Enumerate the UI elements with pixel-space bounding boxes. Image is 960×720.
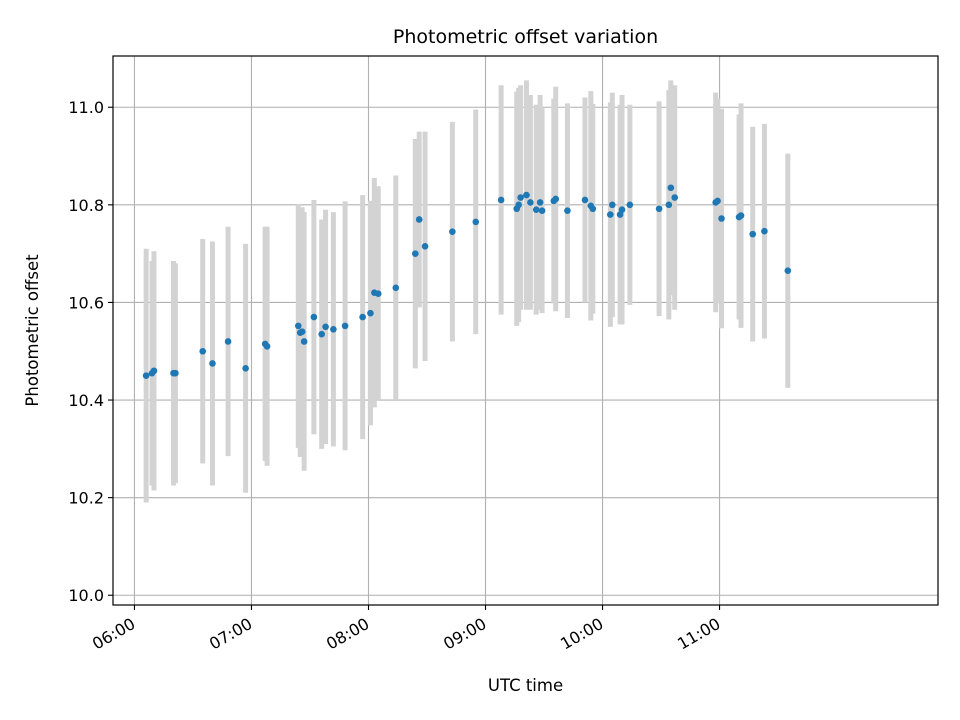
data-point — [263, 343, 271, 350]
data-point — [421, 243, 429, 250]
data-point — [341, 322, 349, 330]
data-point — [517, 194, 524, 201]
y-tick-label: 10.0 — [68, 586, 104, 605]
data-point — [655, 205, 663, 213]
data-point — [589, 205, 597, 213]
y-tick-label: 10.2 — [68, 489, 104, 508]
data-point — [667, 184, 675, 192]
chart-title: Photometric offset variation — [393, 26, 658, 48]
plot-frame — [112, 55, 939, 606]
data-point — [412, 250, 419, 257]
data-point — [527, 199, 534, 206]
y-axis-label: Photometric offset — [23, 254, 42, 407]
y-tick-label: 11.0 — [68, 98, 104, 117]
data-point — [224, 338, 232, 345]
data-point — [209, 360, 216, 367]
data-point — [618, 206, 626, 214]
x-axis-label: UTC time — [488, 676, 563, 695]
data-point — [665, 201, 673, 209]
data-point — [374, 290, 382, 297]
data-point — [523, 191, 530, 199]
data-point — [242, 365, 249, 372]
data-point — [536, 199, 544, 206]
data-point — [538, 207, 546, 214]
data-points — [142, 184, 792, 379]
data-point — [515, 201, 522, 209]
y-tick-label: 10.8 — [68, 196, 104, 215]
data-point — [472, 218, 480, 226]
data-point — [749, 230, 757, 238]
data-point — [784, 267, 792, 275]
data-point — [310, 313, 318, 321]
data-point — [718, 215, 725, 222]
data-point — [532, 206, 540, 214]
data-point — [714, 197, 721, 205]
y-tick-label: 10.6 — [68, 293, 104, 312]
data-point — [497, 196, 505, 204]
data-point — [671, 194, 679, 201]
data-point — [172, 369, 179, 377]
data-point — [608, 201, 616, 209]
data-point — [330, 325, 337, 333]
data-point — [581, 196, 589, 204]
data-point — [626, 201, 634, 209]
data-point — [294, 322, 302, 330]
data-point — [607, 211, 614, 218]
data-point — [300, 338, 308, 345]
data-point — [150, 367, 158, 375]
data-point — [367, 309, 374, 317]
data-point — [392, 284, 400, 292]
y-tick-label: 10.4 — [68, 391, 104, 410]
data-point — [449, 228, 456, 235]
data-point — [142, 372, 150, 379]
data-point — [737, 212, 745, 219]
data-point — [318, 330, 325, 338]
data-point — [415, 216, 423, 223]
data-point — [298, 328, 306, 336]
data-point — [322, 323, 329, 331]
data-point — [564, 207, 571, 214]
data-point — [552, 195, 560, 203]
data-point — [359, 313, 366, 321]
data-point — [761, 227, 768, 235]
data-point — [199, 347, 207, 355]
